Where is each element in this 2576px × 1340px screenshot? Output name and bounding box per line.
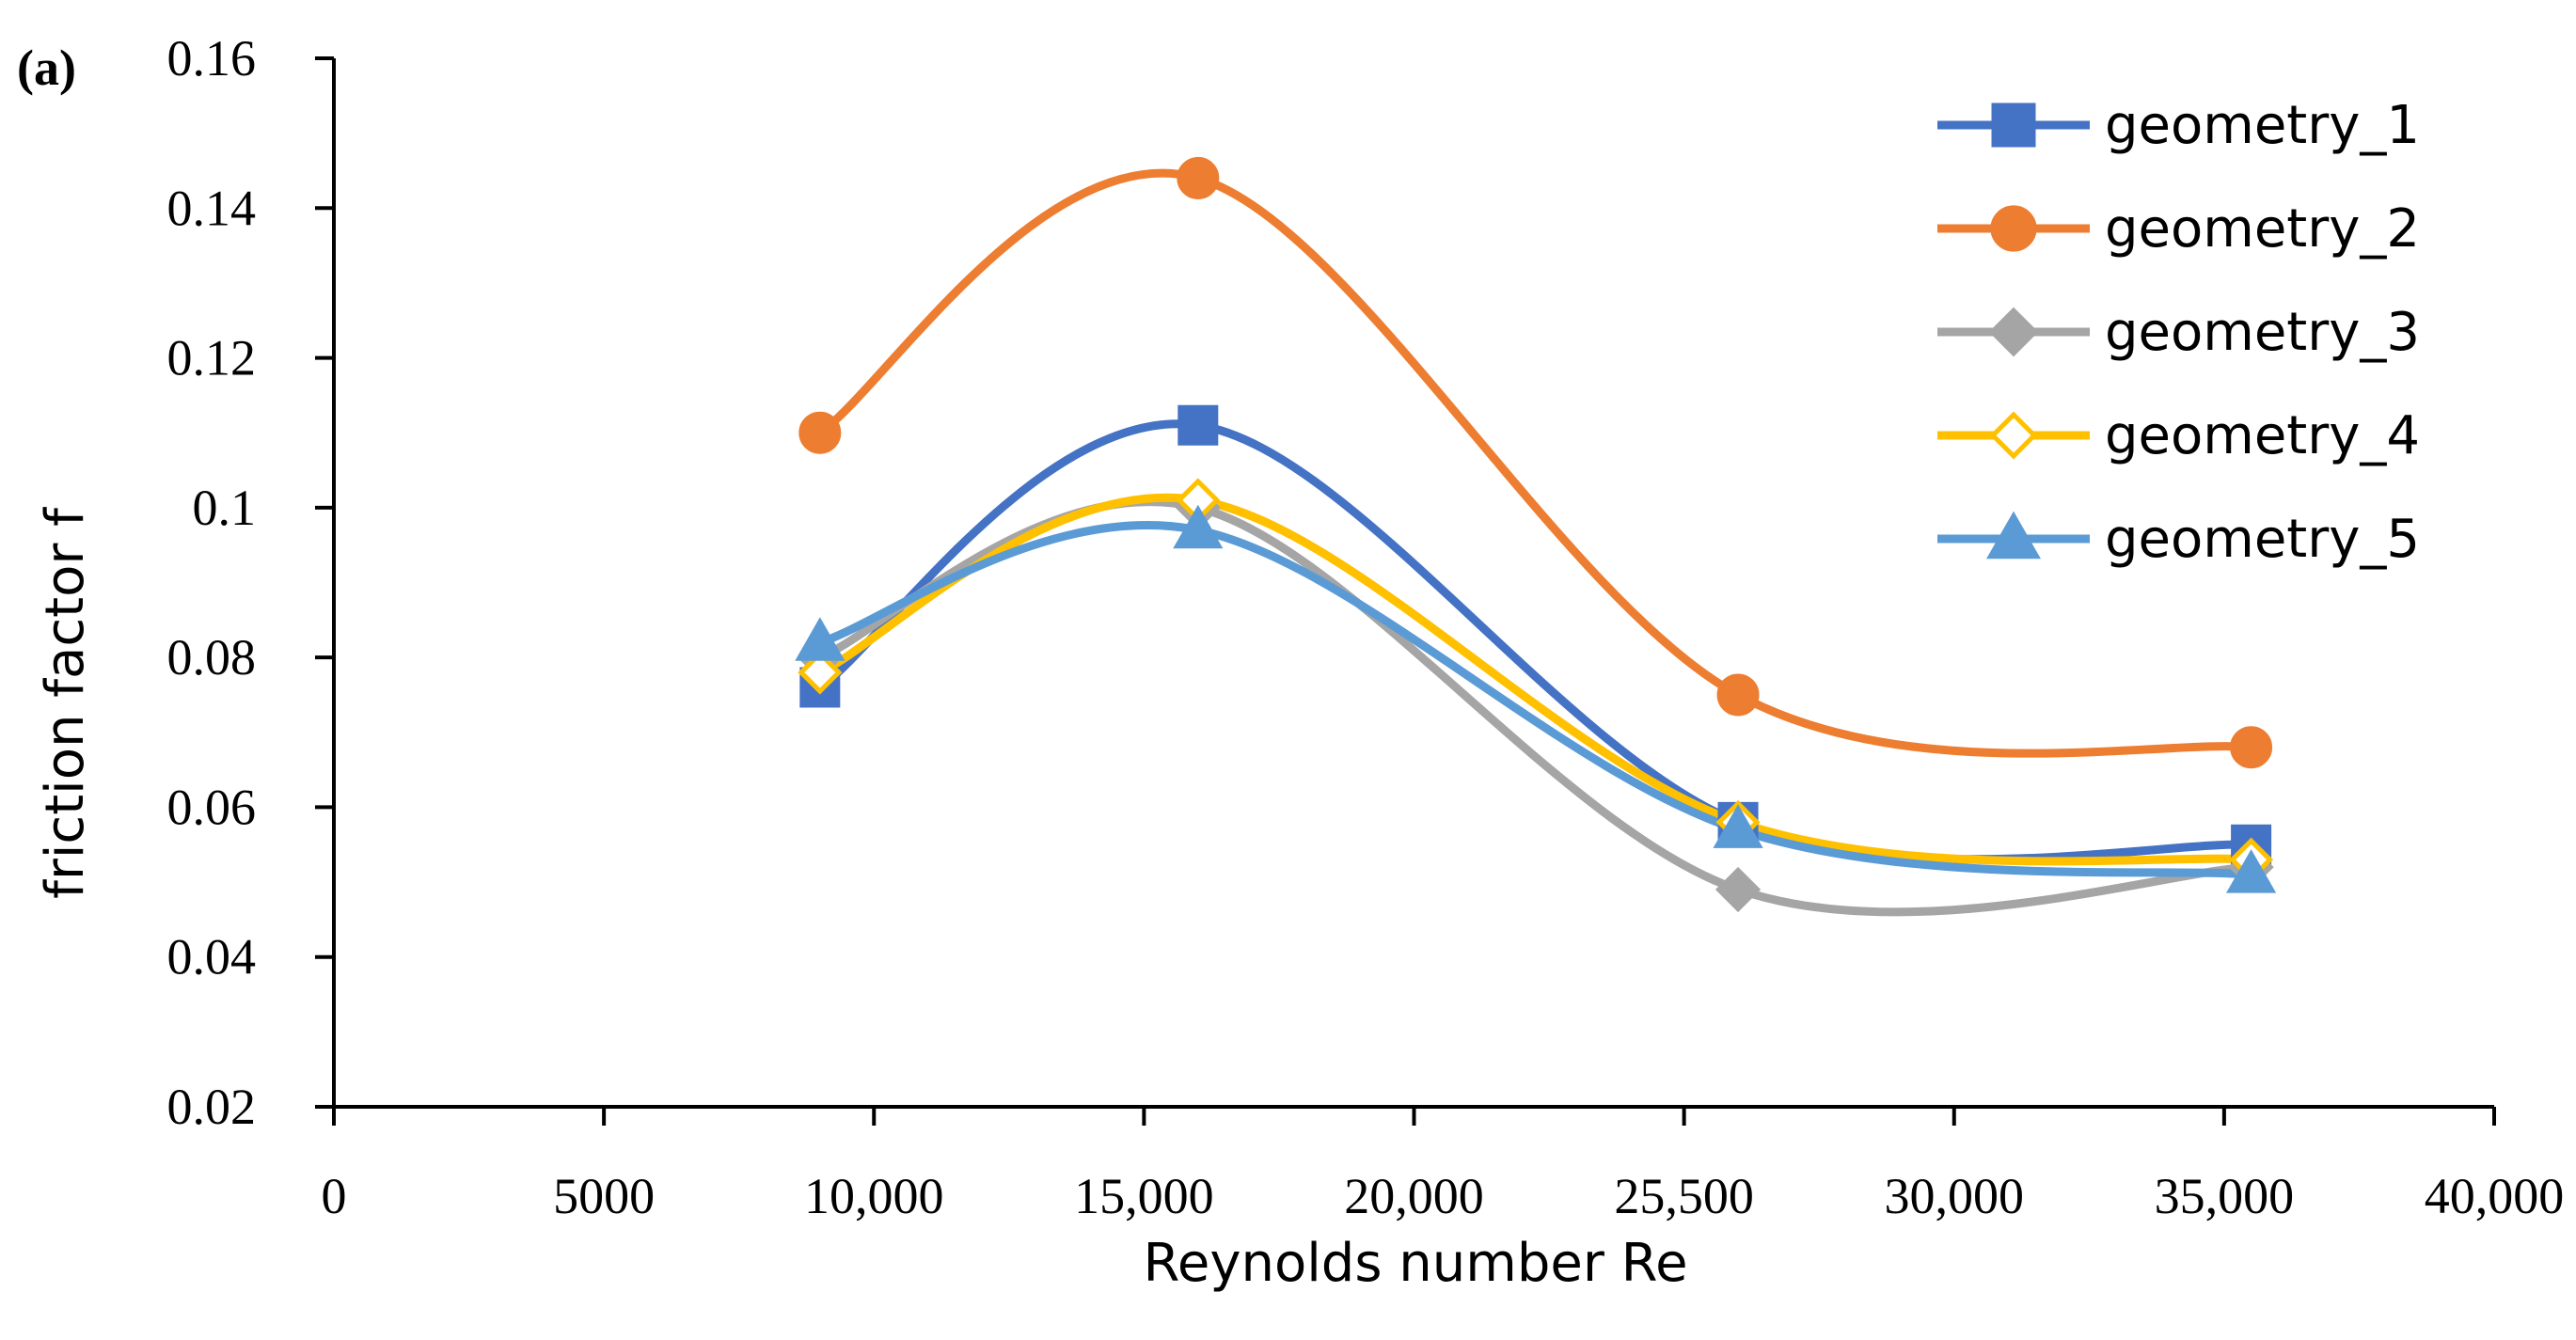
x-tick-label: 35,000 bbox=[2155, 1168, 2295, 1224]
y-tick-label: 0.02 bbox=[167, 1079, 257, 1135]
legend-item-geometry_3: geometry_3 bbox=[1937, 302, 2420, 363]
series-line-geometry_2 bbox=[815, 168, 2256, 758]
data-point-geometry_4 bbox=[798, 650, 843, 695]
series-markers bbox=[795, 156, 2277, 913]
legend-label: geometry_1 bbox=[2105, 95, 2420, 156]
legend-label: geometry_5 bbox=[2105, 509, 2420, 570]
x-tick-label: 5000 bbox=[553, 1168, 655, 1224]
data-point-geometry_3 bbox=[1715, 866, 1762, 913]
x-axis-title: Reynolds number Re bbox=[1143, 1233, 1687, 1294]
series-line-geometry_5 bbox=[815, 521, 2256, 879]
legend-marker bbox=[1989, 411, 2038, 460]
y-tick-label: 0.14 bbox=[167, 180, 257, 236]
legend-label: geometry_2 bbox=[2105, 198, 2420, 260]
data-point-geometry_1 bbox=[1177, 404, 1219, 446]
data-point-geometry_2 bbox=[2230, 726, 2273, 769]
data-point-geometry_5 bbox=[795, 617, 845, 661]
legend-label: geometry_4 bbox=[2105, 405, 2420, 466]
legend-label: geometry_3 bbox=[2105, 302, 2420, 363]
y-tick-label: 0.04 bbox=[167, 929, 257, 985]
legend-item-geometry_4: geometry_4 bbox=[1937, 405, 2420, 466]
y-tick-label: 0.08 bbox=[167, 629, 257, 686]
data-point-geometry_5 bbox=[1713, 804, 1763, 848]
series-line-geometry_3 bbox=[815, 497, 2256, 917]
legend-item-geometry_5: geometry_5 bbox=[1937, 509, 2420, 570]
series-lines bbox=[815, 168, 2256, 917]
data-point-geometry_5 bbox=[1173, 504, 1224, 549]
x-tick-label: 30,000 bbox=[1885, 1168, 2025, 1224]
legend: geometry_1 geometry_2 geometry_3 geometry_4… bbox=[1937, 95, 2420, 570]
data-point-geometry_2 bbox=[1177, 156, 1220, 199]
legend-marker bbox=[1986, 511, 2041, 560]
legend-marker bbox=[1991, 102, 2036, 148]
x-tick-label: 40,000 bbox=[2425, 1168, 2565, 1224]
data-point-geometry_2 bbox=[798, 411, 842, 454]
x-tick-label: 20,000 bbox=[1344, 1168, 1484, 1224]
legend-item-geometry_1: geometry_1 bbox=[1937, 95, 2420, 156]
data-point-geometry_2 bbox=[1716, 673, 1760, 717]
legend-marker bbox=[1990, 205, 2037, 252]
x-tick-label: 25,500 bbox=[1614, 1168, 1754, 1224]
series-line-geometry_1 bbox=[815, 419, 2256, 864]
y-axis-title: friction factor f bbox=[35, 507, 96, 899]
panel-label: (a) bbox=[17, 39, 76, 96]
legend-item-geometry_2: geometry_2 bbox=[1937, 198, 2420, 260]
y-tick-label: 0.16 bbox=[167, 30, 257, 87]
x-axis-ticks: 0 5000 10,000 15,000 20,000 25,500 30,000 35,00… bbox=[322, 1107, 2565, 1224]
y-tick-label: 0.1 bbox=[193, 480, 257, 536]
x-tick-label: 10,000 bbox=[804, 1168, 944, 1224]
x-tick-label: 15,000 bbox=[1074, 1168, 1214, 1224]
x-tick-label: 0 bbox=[322, 1168, 347, 1224]
y-tick-label: 0.12 bbox=[167, 330, 257, 386]
y-axis-ticks: 0.02 0.04 0.06 0.08 0.1 0.12 0.14 0.16 bbox=[167, 30, 334, 1135]
data-point-geometry_5 bbox=[2226, 849, 2277, 893]
legend-marker bbox=[1988, 307, 2039, 357]
y-tick-label: 0.06 bbox=[167, 779, 257, 835]
